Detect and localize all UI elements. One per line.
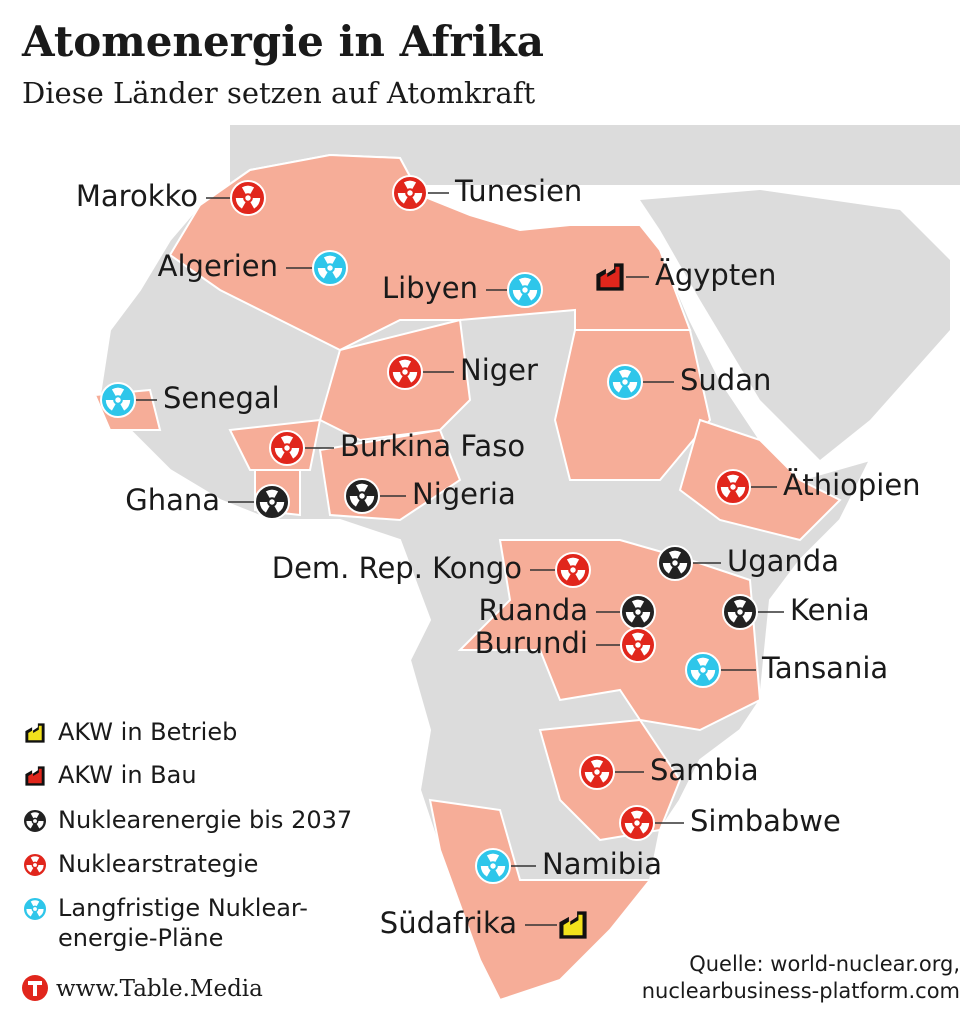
country-label: Ghana	[125, 483, 220, 517]
icon-symbol	[359, 493, 365, 499]
source: Quelle: world-nuclear.org,	[689, 952, 960, 976]
icon-symbol	[407, 190, 413, 196]
icon-symbol	[672, 560, 678, 566]
country-label: Marokko	[76, 179, 198, 213]
icon-symbol	[392, 359, 418, 383]
ethiopia	[678, 418, 842, 542]
sudan	[553, 329, 712, 481]
icon-symbol	[490, 863, 496, 869]
country-label: Uganda	[727, 544, 839, 578]
icon-symbol	[594, 769, 600, 775]
icon-symbol	[26, 812, 44, 829]
icon-symbol	[33, 907, 37, 911]
icon-symbol	[560, 557, 586, 581]
country-label: Libyen	[382, 271, 478, 305]
icon-symbol	[730, 484, 736, 490]
icon-symbol	[480, 853, 506, 877]
icon-symbol	[105, 387, 131, 411]
icon-symbol	[235, 185, 261, 209]
icon-symbol	[26, 900, 44, 917]
country-label: Algerien	[158, 249, 278, 283]
icon-symbol	[625, 632, 651, 656]
legend-label: AKW in Betrieb	[58, 718, 237, 746]
icon-symbol	[690, 657, 716, 681]
north-africa	[168, 153, 692, 352]
icon-symbol	[327, 265, 333, 271]
icon-symbol	[269, 499, 275, 505]
icon-symbol	[563, 914, 583, 936]
country-label: Sambia	[650, 753, 759, 787]
icon-symbol	[317, 255, 343, 279]
icon-symbol	[662, 550, 688, 574]
icon-symbol	[245, 195, 251, 201]
country-label: Senegal	[163, 381, 280, 415]
brand: www.Table.Media	[56, 976, 263, 1002]
icon-symbol	[727, 599, 753, 623]
icon-symbol	[397, 180, 423, 204]
icon-symbol	[625, 599, 651, 623]
icon-symbol	[522, 287, 528, 293]
source: nuclearbusiness-platform.com	[642, 979, 960, 1003]
country-label: Sudan	[680, 363, 771, 397]
subtitle: Diese Länder setzen auf Atomkraft	[22, 76, 535, 110]
icon-symbol	[570, 567, 576, 573]
country-label: Kenia	[790, 593, 870, 627]
legend-label: Nuklearstrategie	[58, 850, 258, 878]
icon-symbol	[600, 266, 620, 288]
brand-logo-t	[28, 981, 42, 996]
legend-label: Nuklearenergie bis 2037	[58, 806, 352, 834]
icon-symbol	[28, 768, 42, 784]
icon-symbol	[28, 725, 42, 741]
legend-label: energie-Pläne	[58, 924, 223, 952]
icon-symbol	[512, 277, 538, 301]
country-label: Südafrika	[380, 906, 517, 940]
icon-symbol	[624, 810, 650, 834]
legend-label: AKW in Bau	[58, 761, 197, 789]
arabia	[640, 190, 950, 460]
country-label: Äthiopien	[783, 468, 921, 502]
icon-symbol	[634, 820, 640, 826]
highlighted-countries	[93, 153, 842, 1002]
icon-symbol	[635, 642, 641, 648]
title: Atomenergie in Afrika	[21, 17, 544, 66]
country-label: Burundi	[475, 626, 588, 660]
country-label: Ägypten	[655, 258, 776, 292]
basemap	[93, 125, 960, 1002]
country-label: Nigeria	[412, 477, 516, 511]
icon-symbol	[737, 609, 743, 615]
icon-symbol	[259, 489, 285, 513]
icon-symbol	[402, 369, 408, 375]
icon-symbol	[33, 819, 37, 823]
icon-symbol	[33, 863, 37, 867]
country-label: Namibia	[542, 847, 662, 881]
icon-symbol	[115, 397, 121, 403]
icon-symbol	[26, 856, 44, 873]
country-label: Dem. Rep. Kongo	[272, 551, 522, 585]
icon-symbol	[284, 445, 290, 451]
icon-symbol	[720, 474, 746, 498]
icon-symbol	[635, 609, 641, 615]
icon-symbol	[612, 369, 638, 393]
country-label: Niger	[460, 353, 538, 387]
icon-symbol	[622, 379, 628, 385]
icon-symbol	[700, 667, 706, 673]
icon-symbol	[349, 483, 375, 507]
icon-symbol	[584, 759, 610, 783]
country-label: Tansania	[761, 651, 888, 685]
country-label: Simbabwe	[690, 804, 841, 838]
country-label: Ruanda	[478, 593, 588, 627]
legend-label: Langfristige Nuklear-	[58, 894, 308, 922]
icon-symbol	[274, 435, 300, 459]
country-label: Burkina Faso	[340, 429, 525, 463]
country-label: Tunesien	[454, 174, 582, 208]
